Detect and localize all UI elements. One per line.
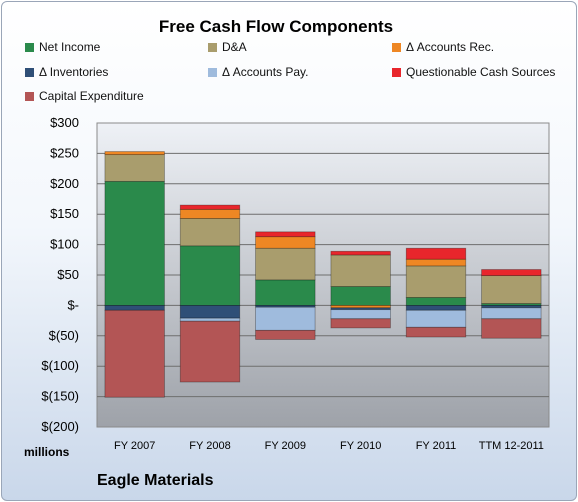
legend-item-questionable-cash: Questionable Cash Sources	[392, 65, 555, 79]
bar-segment	[255, 306, 316, 331]
legend-label: Δ Accounts Pay.	[222, 65, 309, 79]
bar-segment	[481, 307, 542, 320]
bar-segment	[104, 309, 165, 398]
bar-segment	[481, 275, 542, 304]
legend-item-inventories: Δ Inventories	[25, 65, 108, 79]
unit-label: millions	[24, 445, 70, 459]
x-tick-label: FY 2007	[114, 440, 155, 452]
bar-segment	[179, 317, 241, 322]
bar-segment	[330, 254, 391, 287]
bar-segment	[179, 204, 241, 210]
x-tick-label: FY 2008	[189, 440, 230, 452]
legend-label: Capital Expenditure	[39, 89, 144, 103]
bar-segment	[330, 318, 391, 329]
bar-segment	[405, 258, 467, 267]
legend-swatch	[25, 92, 34, 101]
bar-segment	[405, 326, 467, 338]
y-tick-label: $(200)	[41, 419, 79, 434]
bar-segment	[405, 309, 467, 328]
legend-swatch	[392, 43, 401, 52]
bar-segment	[255, 231, 316, 238]
y-tick-label: $100	[50, 237, 79, 252]
y-tick-label: $(100)	[41, 358, 79, 373]
bar-segment	[179, 208, 241, 219]
legend-item-accounts-rec: Δ Accounts Rec.	[392, 40, 494, 54]
bar-segment	[255, 279, 316, 306]
bar-segment	[179, 218, 241, 247]
y-tick-label: $250	[50, 145, 79, 160]
x-tick-label: TTM 12-2011	[479, 440, 544, 452]
bar-segment	[104, 151, 165, 156]
x-tick-label: FY 2009	[265, 440, 306, 452]
legend-item-accounts-pay: Δ Accounts Pay.	[208, 65, 309, 79]
bar-segment	[405, 304, 467, 311]
bar-segment	[179, 304, 241, 319]
y-tick-label: $150	[50, 206, 79, 221]
bar-segment	[255, 236, 316, 249]
bar-segment	[104, 180, 165, 306]
y-tick-label: $(150)	[41, 389, 79, 404]
legend-swatch	[208, 43, 217, 52]
legend-label: Δ Accounts Rec.	[406, 40, 495, 54]
bar-segment	[405, 265, 467, 298]
legend-item-net-income: Net Income	[25, 40, 100, 54]
legend-item-capex: Capital Expenditure	[25, 89, 144, 103]
y-tick-label: $300	[50, 115, 79, 130]
legend-item-da: D&A	[208, 40, 247, 54]
chart-title: Free Cash Flow Components	[158, 17, 394, 36]
legend-swatch	[208, 68, 217, 77]
bar-segment	[255, 329, 316, 340]
bar-segment	[104, 304, 165, 311]
bar-segment	[481, 318, 542, 339]
legend-swatch	[25, 43, 34, 52]
bar-segment	[104, 154, 165, 182]
legend-swatch	[392, 68, 401, 77]
x-tick-label: FY 2010	[340, 440, 381, 452]
bar-segment	[330, 309, 391, 320]
bar-segment	[405, 297, 467, 306]
company-name: Eagle Materials	[97, 472, 214, 489]
bar-segment	[330, 286, 391, 306]
y-tick-label: $50	[57, 267, 79, 282]
bar-segment	[255, 247, 316, 281]
legend-label: Questionable Cash Sources	[406, 65, 556, 79]
y-tick-label: $-	[67, 297, 79, 312]
bar-segment	[481, 269, 542, 277]
bar-segment	[405, 247, 467, 260]
x-tick-label: FY 2011	[416, 440, 457, 452]
legend-label: Net Income	[39, 40, 101, 54]
legend-label: Δ Inventories	[39, 65, 109, 79]
bar-segment	[330, 250, 391, 256]
y-tick-label: $(50)	[49, 328, 79, 343]
y-tick-label: $200	[50, 176, 79, 191]
legend-label: D&A	[222, 40, 247, 54]
legend-swatch	[25, 68, 34, 77]
bar-segment	[179, 320, 241, 383]
bar-segment	[179, 245, 241, 306]
